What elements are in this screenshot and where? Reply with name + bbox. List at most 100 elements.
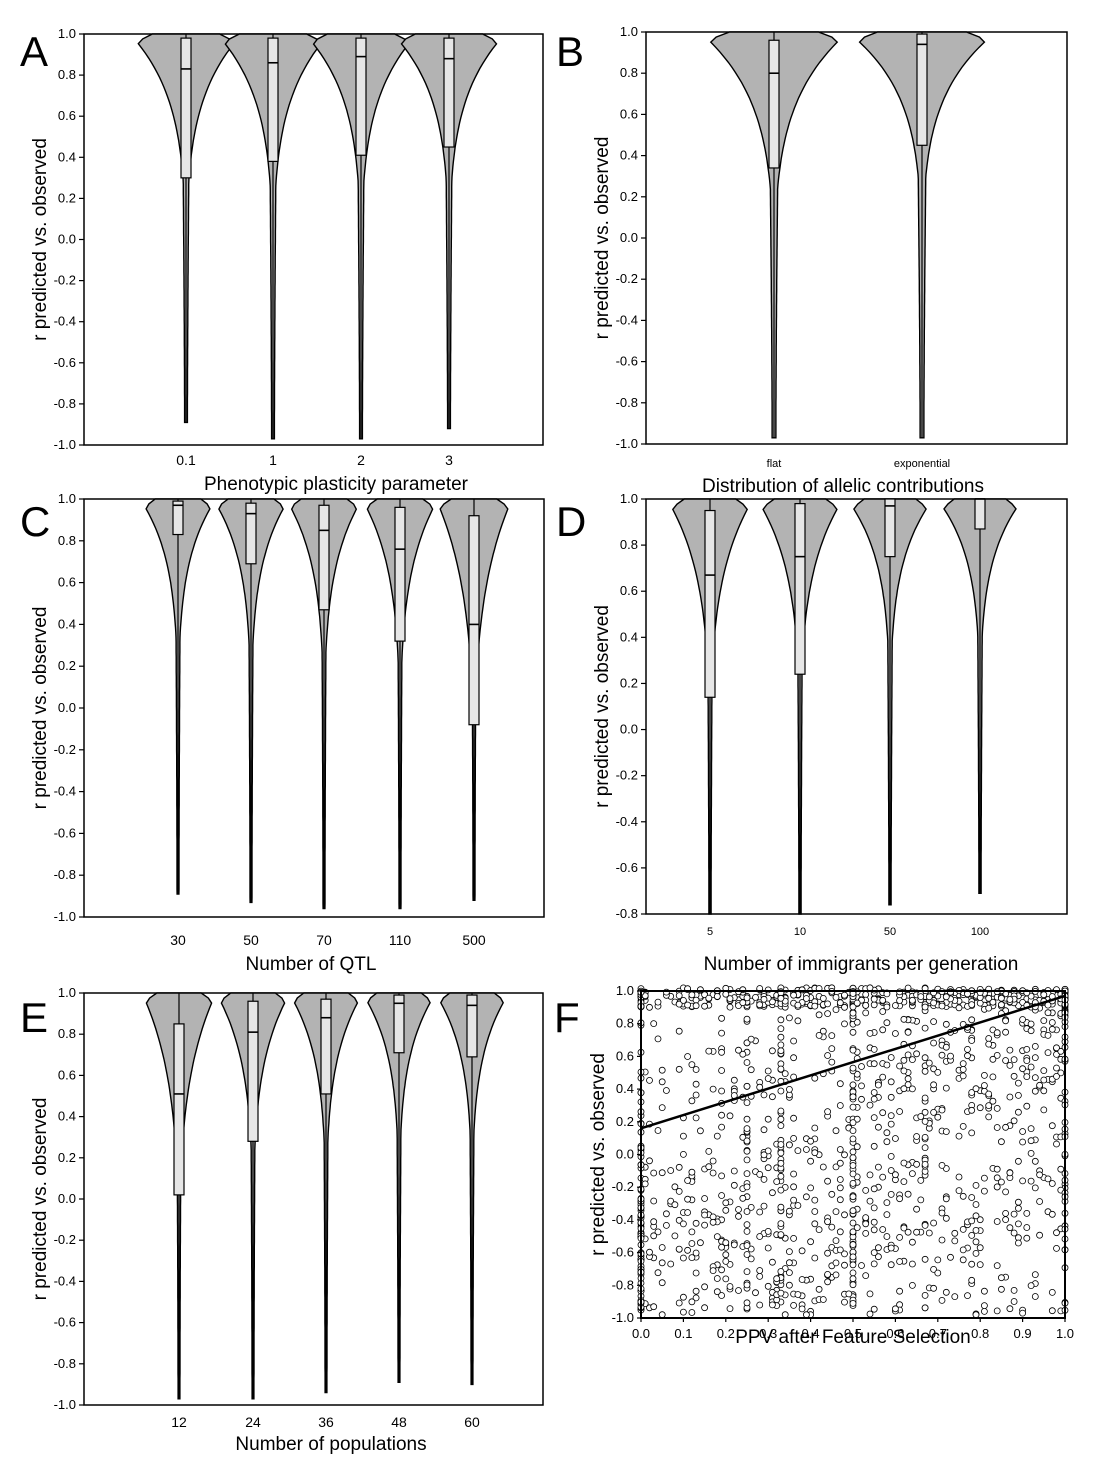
scatter-point bbox=[713, 1233, 721, 1240]
scatter-point bbox=[743, 1281, 751, 1289]
scatter-point bbox=[1023, 1057, 1031, 1064]
y-axis-label: r predicted vs. observed bbox=[592, 137, 613, 340]
scatter-point bbox=[684, 1195, 691, 1203]
scatter-point bbox=[718, 1048, 725, 1056]
scatter-point bbox=[811, 1220, 819, 1228]
scatter-point bbox=[892, 1171, 899, 1179]
scatter-point bbox=[883, 1003, 891, 1011]
y-tick-label: 0.2 bbox=[616, 1114, 634, 1129]
iqr-box-1 bbox=[267, 37, 279, 163]
scatter-point bbox=[760, 995, 768, 1003]
scatter-point bbox=[743, 1015, 751, 1023]
scatter-point bbox=[900, 1067, 908, 1075]
scatter-point bbox=[832, 1006, 840, 1013]
scatter-point bbox=[1002, 1216, 1009, 1223]
scatter-point bbox=[875, 1244, 882, 1252]
scatter-point bbox=[735, 1046, 742, 1054]
scatter-point bbox=[777, 1016, 785, 1024]
scatter-point bbox=[658, 1311, 666, 1319]
scatter-point bbox=[697, 1239, 704, 1247]
scatter-point bbox=[1036, 1198, 1043, 1205]
scatter-point bbox=[654, 1269, 662, 1277]
scatter-point bbox=[794, 1001, 802, 1009]
scatter-point bbox=[764, 1115, 772, 1123]
scatter-point bbox=[968, 1106, 976, 1114]
scatter-point bbox=[870, 1001, 878, 1009]
scatter-point bbox=[934, 1269, 942, 1277]
scatter-point bbox=[743, 1147, 751, 1155]
scatter-point bbox=[866, 1101, 874, 1109]
scatter-point bbox=[904, 1075, 912, 1083]
scatter-point bbox=[658, 1244, 666, 1251]
scatter-point bbox=[887, 1244, 895, 1252]
scatter-point bbox=[993, 1105, 1001, 1112]
scatter-point bbox=[866, 1030, 874, 1037]
scatter-point bbox=[798, 1305, 806, 1313]
scatter-point bbox=[849, 1207, 857, 1215]
scatter-point bbox=[680, 1220, 687, 1228]
scatter-point bbox=[663, 1210, 670, 1218]
scatter-point bbox=[879, 1073, 887, 1081]
scatter-point bbox=[709, 1157, 717, 1165]
scatter-point bbox=[849, 1269, 857, 1277]
scatter-point bbox=[849, 1180, 857, 1187]
scatter-point bbox=[1006, 1093, 1014, 1101]
scatter-point bbox=[1053, 1140, 1060, 1148]
scatter-point bbox=[1002, 1057, 1009, 1064]
scatter-point bbox=[764, 1067, 772, 1075]
scatter-point bbox=[959, 1256, 967, 1264]
scatter-point bbox=[709, 1218, 717, 1226]
scatter-point bbox=[743, 1125, 751, 1132]
scatter-point bbox=[1057, 1165, 1065, 1173]
scatter-point bbox=[1023, 1210, 1031, 1217]
scatter-point bbox=[942, 1043, 950, 1051]
y-tick-label: 0.0 bbox=[620, 722, 638, 737]
scatter-point bbox=[875, 1081, 882, 1089]
scatter-point bbox=[849, 1028, 857, 1036]
iqr-box-60 bbox=[466, 994, 478, 1058]
scatter-point bbox=[870, 1089, 878, 1096]
scatter-point bbox=[879, 1008, 887, 1015]
scatter-point bbox=[942, 1128, 950, 1135]
scatter-point bbox=[786, 1248, 793, 1255]
scatter-point bbox=[828, 1045, 836, 1052]
scatter-point bbox=[870, 1260, 878, 1268]
scatter-point bbox=[913, 1133, 920, 1140]
scatter-point bbox=[934, 1113, 942, 1121]
x-tick-label: 30 bbox=[170, 932, 186, 948]
scatter-point bbox=[790, 1054, 797, 1062]
panel-F: 1.00.80.60.40.20.0-0.2-0.4-0.6-0.8-1.00.… bbox=[554, 983, 1074, 1348]
y-tick-label: 0.8 bbox=[616, 1016, 634, 1031]
scatter-point bbox=[998, 1178, 1005, 1186]
panel-C: 1.0 0.8 0.6 0.4 0.2 0.0 -0.2 -0.4 -0.6 -0.8 -1.0 r … bbox=[20, 491, 545, 975]
scatter-point bbox=[1010, 1298, 1018, 1305]
scatter-point bbox=[777, 1268, 785, 1275]
scatter-point bbox=[849, 1046, 857, 1054]
scatter-point bbox=[904, 1028, 912, 1036]
scatter-point bbox=[1036, 1231, 1043, 1239]
scatter-point bbox=[1002, 1188, 1009, 1196]
scatter-point bbox=[896, 1195, 903, 1203]
scatter-point bbox=[688, 1061, 696, 1068]
iqr-box-50 bbox=[245, 502, 257, 565]
y-tick-label: 0.8 bbox=[58, 67, 76, 82]
scatter-point bbox=[870, 1204, 878, 1212]
scatter-point bbox=[883, 1211, 891, 1218]
scatter-point bbox=[981, 1308, 988, 1315]
scatter-point bbox=[896, 1287, 903, 1295]
scatter-point bbox=[675, 1216, 683, 1224]
panel-letter: B bbox=[556, 28, 584, 75]
scatter-point bbox=[1044, 1009, 1052, 1017]
scatter-point bbox=[832, 1208, 840, 1215]
scatter-point bbox=[646, 1157, 653, 1165]
scatter-point bbox=[883, 1233, 891, 1240]
scatter-point bbox=[841, 1151, 848, 1159]
scatter-point bbox=[777, 1107, 785, 1115]
scatter-point bbox=[913, 1205, 920, 1213]
scatter-point bbox=[819, 1163, 827, 1171]
scatter-point bbox=[743, 1228, 751, 1235]
scatter-point bbox=[981, 1187, 988, 1195]
x-tick-label: 0.4 bbox=[802, 1326, 820, 1341]
scatter-point bbox=[925, 993, 933, 1001]
scatter-point bbox=[667, 1167, 675, 1174]
